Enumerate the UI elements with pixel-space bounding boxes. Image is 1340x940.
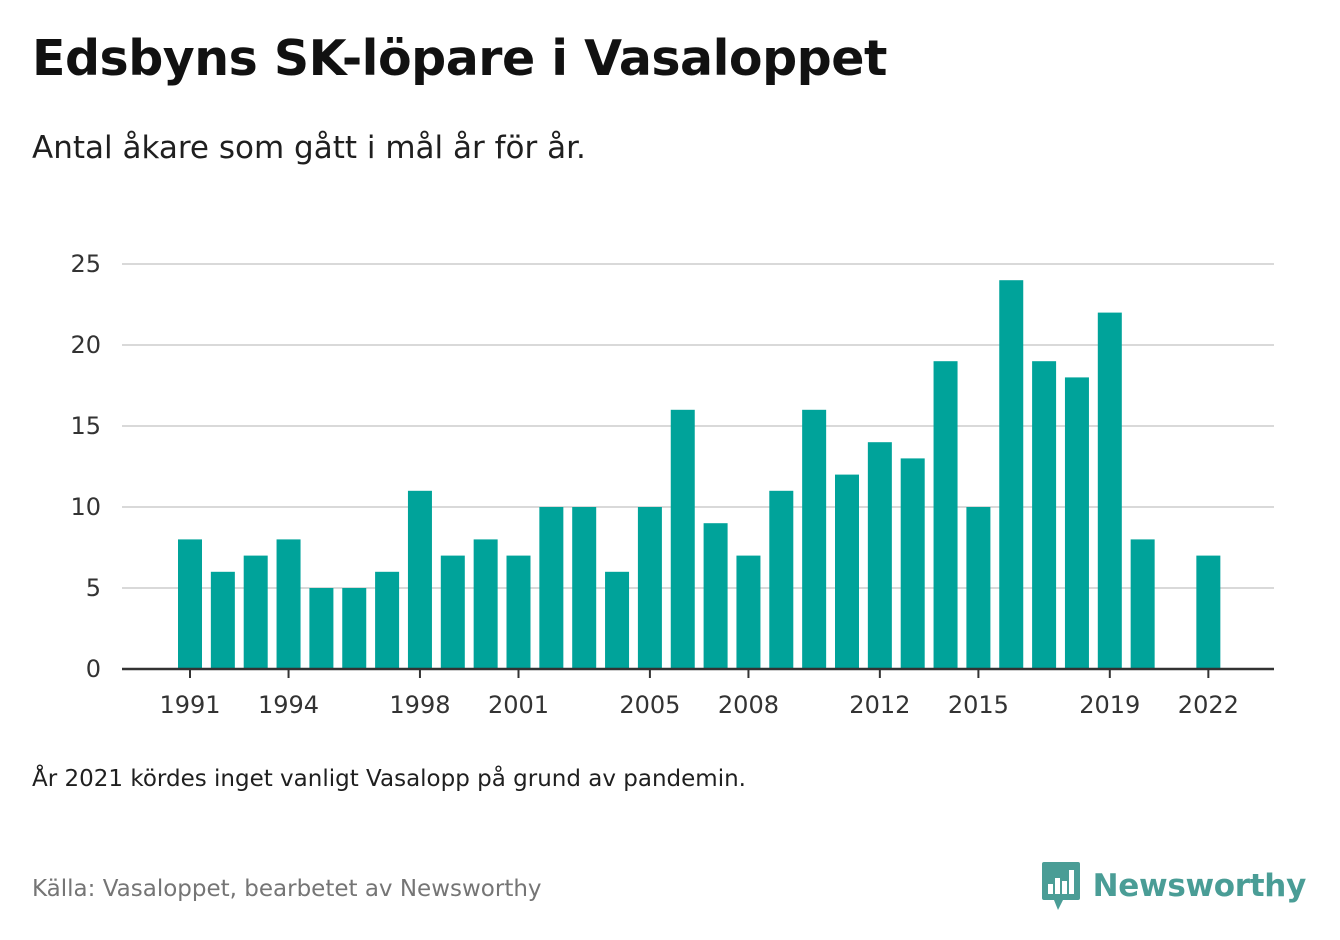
bar xyxy=(802,409,827,669)
bar xyxy=(835,474,859,669)
bar xyxy=(900,458,925,669)
bar xyxy=(473,539,498,669)
bar xyxy=(506,555,531,669)
bar xyxy=(243,555,268,669)
bar xyxy=(605,571,630,669)
bar xyxy=(999,280,1024,669)
bar xyxy=(440,555,465,669)
x-tick-label: 1994 xyxy=(258,691,319,719)
y-tick-label: 15 xyxy=(70,412,101,440)
y-tick-label: 5 xyxy=(86,574,101,602)
y-tick-label: 10 xyxy=(70,493,101,521)
bar xyxy=(539,507,564,669)
bar xyxy=(407,490,432,669)
chart-subtitle: Antal åkare som gått i mål år för år. xyxy=(32,130,586,166)
bar xyxy=(276,539,301,669)
x-tick-label: 2008 xyxy=(718,691,779,719)
bar xyxy=(178,539,202,669)
chart-title: Edsbyns SK-löpare i Vasaloppet xyxy=(32,30,887,87)
bar xyxy=(1196,555,1221,669)
brand-name: Newsworthy xyxy=(1092,868,1307,904)
bar xyxy=(572,507,597,669)
x-tick-label: 1991 xyxy=(159,691,220,719)
bar xyxy=(1032,361,1057,669)
x-tick-label: 2019 xyxy=(1079,691,1140,719)
bar xyxy=(736,555,761,669)
bar xyxy=(769,490,794,669)
source-credit: Källa: Vasaloppet, bearbetet av Newswort… xyxy=(32,876,542,902)
y-tick-label: 20 xyxy=(70,331,101,359)
bar xyxy=(703,523,728,669)
x-tick-label: 2012 xyxy=(849,691,910,719)
bar-chart: 0 5 10 15 20 25 1991 1994 1998 2001 2005 2008 2012 20… xyxy=(70,250,1274,719)
bar xyxy=(309,588,334,669)
bar xyxy=(933,361,958,669)
y-tick-label: 0 xyxy=(86,655,101,683)
bar xyxy=(210,571,235,669)
bar xyxy=(966,507,991,669)
x-tick-label: 2015 xyxy=(948,691,1009,719)
bar xyxy=(342,588,367,669)
chart-note: År 2021 kördes inget vanligt Vasalopp på… xyxy=(32,766,746,792)
bar xyxy=(637,507,662,669)
bar xyxy=(375,571,400,669)
bar xyxy=(1097,312,1122,669)
bar xyxy=(670,409,695,669)
brand-logo: Newsworthy xyxy=(1041,860,1306,912)
x-tick-label: 2022 xyxy=(1178,691,1239,719)
bar xyxy=(1130,539,1155,669)
bar xyxy=(1064,377,1089,669)
x-tick-label: 2005 xyxy=(619,691,680,719)
y-tick-label: 25 xyxy=(70,250,101,278)
newsworthy-logo-icon xyxy=(1041,862,1080,910)
x-tick-label: 1998 xyxy=(389,691,450,719)
x-tick-label: 2001 xyxy=(488,691,549,719)
bar xyxy=(867,442,892,669)
